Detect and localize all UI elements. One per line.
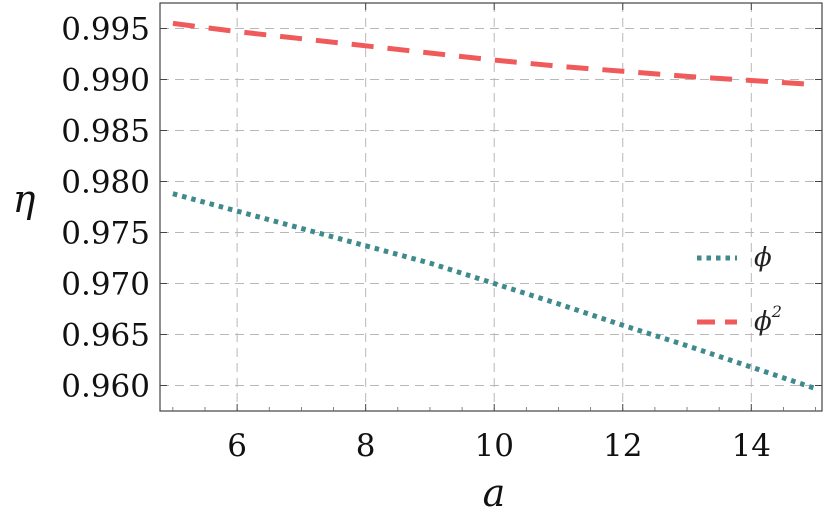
x-tick-label: 8: [356, 428, 376, 464]
y-axis-title: η: [13, 177, 36, 221]
y-tick-label: 0.975: [61, 216, 150, 252]
y-tick-label: 0.980: [61, 165, 150, 201]
y-tick-label: 0.965: [61, 318, 150, 354]
y-tick-label: 0.995: [61, 12, 150, 48]
legend: ϕ ϕ2: [697, 243, 782, 337]
grid-layer: [160, 3, 822, 411]
x-tick-label: 14: [732, 428, 771, 464]
legend-label-2: ϕ2: [754, 302, 782, 337]
series-line-1: [172, 191, 817, 391]
x-tick-label: 10: [474, 428, 513, 464]
legend-superscript: 2: [771, 302, 782, 321]
x-tick-label: 6: [227, 428, 247, 464]
y-tick-label: 0.985: [61, 114, 150, 150]
plot-frame: [159, 2, 823, 412]
x-axis-title: a: [483, 471, 506, 515]
y-tick-label: 0.990: [61, 63, 150, 99]
legend-label-1: ϕ: [754, 243, 772, 273]
y-tick-label: 0.960: [61, 369, 150, 405]
series-layer: [172, 20, 817, 391]
tick-layer: 6 8 10 12 14 0.960 0.965 0.970 0.975 0.980 0.985 0.…: [61, 3, 822, 464]
y-tick-label: 0.970: [61, 267, 150, 303]
x-tick-label: 12: [603, 428, 642, 464]
